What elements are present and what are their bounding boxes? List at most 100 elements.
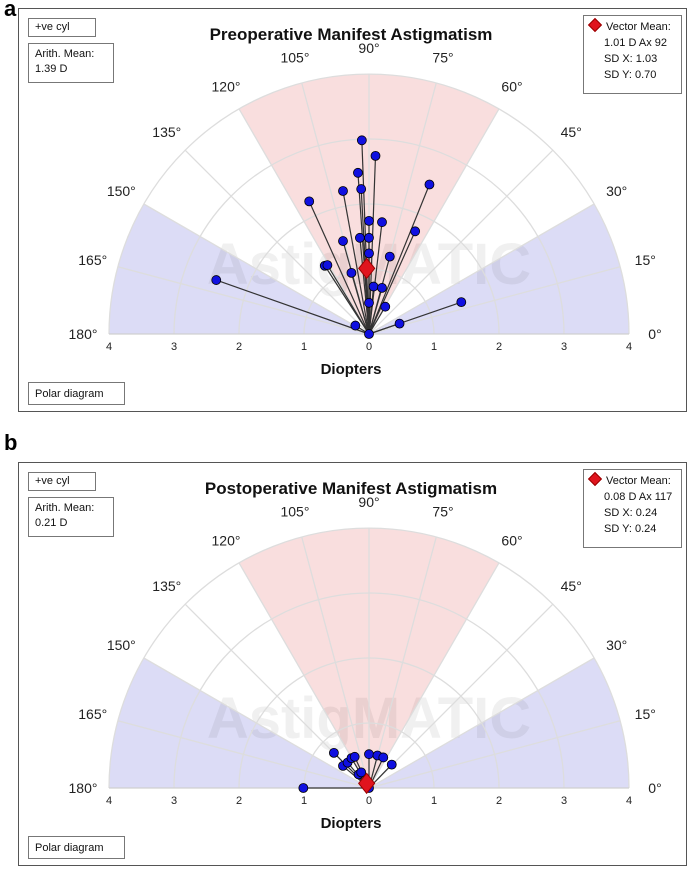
spoke <box>368 149 554 335</box>
panel-letter: b <box>4 430 18 455</box>
data-point <box>370 150 381 161</box>
x-axis-label: Diopters <box>320 361 382 378</box>
data-point <box>349 751 360 762</box>
polar-chart: AstigMATIC180°165°150°135°120°105°90°75°… <box>69 494 662 807</box>
angle-tick-label: 15° <box>635 706 656 722</box>
angle-tick-label: 0° <box>648 780 661 796</box>
legend-sdx: SD X: 0.24 <box>604 507 658 519</box>
x-tick-label: 4 <box>106 341 112 353</box>
blue-zone <box>369 204 629 334</box>
spoke <box>368 562 500 789</box>
data-point <box>356 135 367 146</box>
x-tick-label: 2 <box>496 341 502 353</box>
data-point <box>346 267 357 278</box>
angle-tick-label: 60° <box>501 532 522 548</box>
angle-tick-label: 105° <box>280 504 309 520</box>
x-tick-label: 4 <box>626 341 632 353</box>
polar-chart: AstigMATIC180°165°150°135°120°105°90°75°… <box>69 40 662 353</box>
angle-tick-label: 135° <box>152 124 181 140</box>
data-point <box>394 318 405 329</box>
data-point <box>364 329 374 339</box>
spoke <box>117 720 370 789</box>
angle-tick-label: 45° <box>561 578 582 594</box>
spoke <box>368 203 595 335</box>
legend-sdx: SD X: 1.03 <box>604 53 658 65</box>
spoke <box>184 149 370 335</box>
spoke <box>368 108 500 335</box>
spoke <box>143 203 370 335</box>
x-tick-label: 3 <box>561 341 567 353</box>
point-vector-line <box>368 231 416 335</box>
x-axis-label: Diopters <box>320 815 382 832</box>
data-point <box>378 752 389 763</box>
data-point <box>384 251 395 262</box>
spoke <box>117 266 370 335</box>
polar-diagram-panel: AstigMATIC180°165°150°135°120°105°90°75°… <box>18 8 687 412</box>
chart-title: Preoperative Manifest Astigmatism <box>209 25 493 44</box>
polar-diagram-label: Polar diagram <box>28 836 125 859</box>
point-vector-line <box>359 237 370 335</box>
spoke <box>238 108 370 335</box>
angle-tick-label: 180° <box>69 326 98 342</box>
angle-tick-label: 75° <box>432 50 453 66</box>
blue-zone <box>369 658 629 788</box>
panel-letter: a <box>4 0 17 21</box>
angle-tick-label: 150° <box>107 183 136 199</box>
angle-tick-label: 165° <box>78 252 107 268</box>
x-tick-label: 1 <box>431 795 437 807</box>
cyl-convention-box: +ve cyl <box>28 472 96 491</box>
chart-title: Postoperative Manifest Astigmatism <box>204 479 498 498</box>
data-point <box>304 196 315 207</box>
x-tick-label: 0 <box>366 795 372 807</box>
spoke <box>368 536 437 789</box>
x-tick-label: 4 <box>106 795 112 807</box>
spoke <box>368 603 554 789</box>
angle-tick-label: 120° <box>212 532 241 548</box>
spoke <box>368 657 595 789</box>
data-point <box>368 281 379 292</box>
x-tick-label: 2 <box>236 341 242 353</box>
data-point <box>350 320 361 331</box>
point-vector-line <box>216 279 370 335</box>
spoke <box>368 720 621 789</box>
angle-tick-label: 60° <box>501 78 522 94</box>
legend-value: 0.08 D Ax 117 <box>604 491 673 503</box>
angle-tick-label: 105° <box>280 50 309 66</box>
x-tick-label: 0 <box>366 341 372 353</box>
legend: Vector Mean: 1.01 D Ax 92 SD X: 1.03 SD Y: … <box>583 15 682 94</box>
point-vector-line <box>368 184 431 335</box>
point-vector-line <box>342 190 370 335</box>
data-point <box>424 179 435 190</box>
point-vector-line <box>368 287 383 335</box>
angle-tick-label: 120° <box>212 78 241 94</box>
legend: Vector Mean: 0.08 D Ax 117 SD X: 0.24 SD Y:… <box>583 469 682 548</box>
angle-tick-label: 0° <box>648 326 661 342</box>
data-point <box>377 282 387 293</box>
data-point <box>364 297 374 308</box>
point-vector-line <box>368 286 375 335</box>
data-point <box>354 232 365 243</box>
point-vector-line <box>326 264 370 335</box>
data-point <box>364 232 374 243</box>
data-point <box>322 260 333 271</box>
x-tick-label: 3 <box>171 795 177 807</box>
blue-zone <box>109 204 369 334</box>
point-vector-line <box>350 272 370 335</box>
x-tick-label: 2 <box>236 795 242 807</box>
spoke <box>301 536 370 789</box>
spoke <box>368 266 621 335</box>
blue-zone <box>109 658 369 788</box>
angle-tick-label: 150° <box>107 637 136 653</box>
angle-tick-label: 15° <box>635 252 656 268</box>
arith-mean-label: Arith. Mean: <box>35 48 95 60</box>
diamond-icon <box>587 17 603 33</box>
data-point <box>356 767 367 778</box>
data-point <box>338 236 348 246</box>
point-vector-line <box>368 306 386 335</box>
legend-label: Vector Mean: <box>606 21 671 33</box>
angle-tick-label: 45° <box>561 124 582 140</box>
data-point <box>356 184 367 194</box>
arith-mean-label: Arith. Mean: <box>35 502 95 514</box>
x-tick-label: 3 <box>561 795 567 807</box>
